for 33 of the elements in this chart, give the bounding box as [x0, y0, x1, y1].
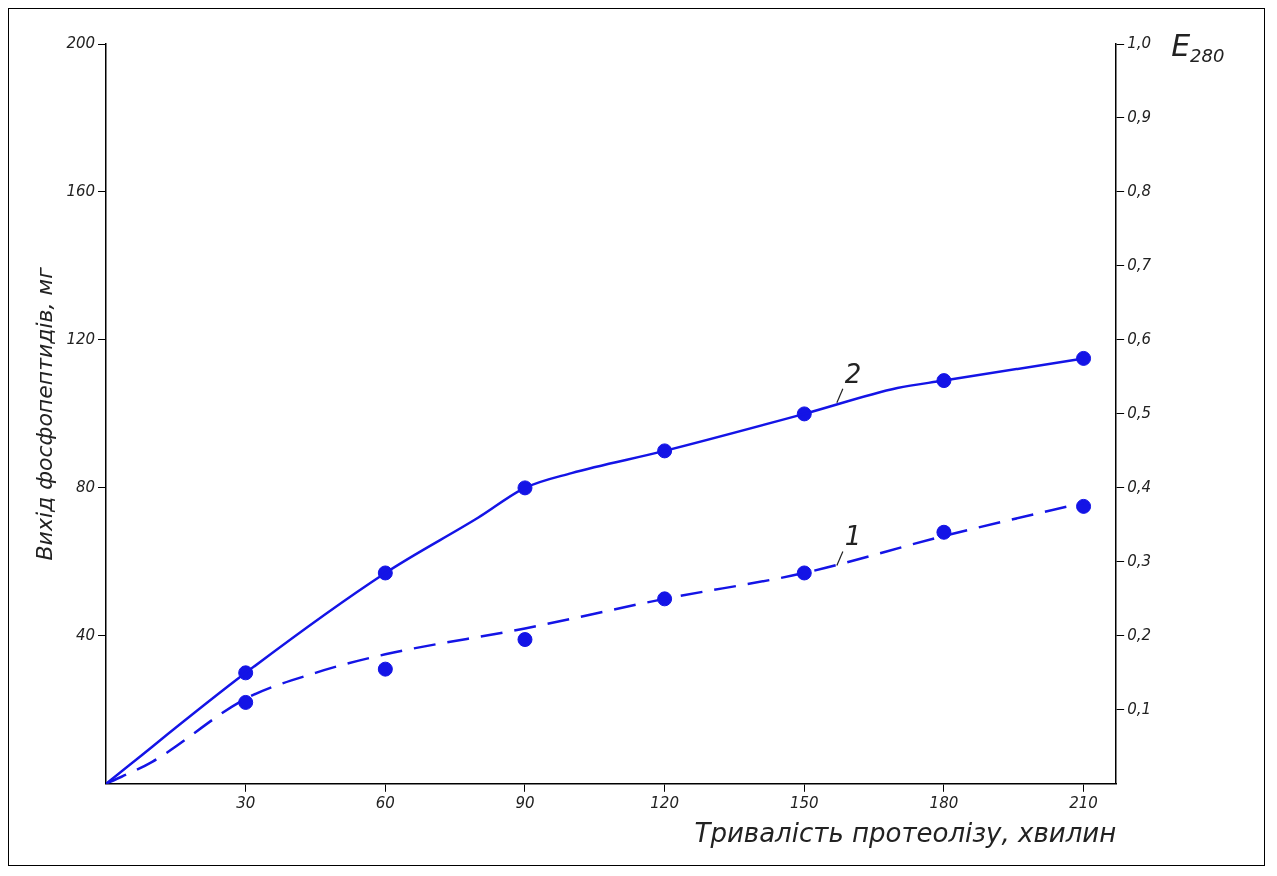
x-axis-title: Тривалість протеолізу, хвилин [694, 818, 1117, 849]
y-tick-label: 200 [66, 33, 96, 52]
y2-tick-label: 0,2 [1127, 625, 1151, 644]
y2-tick-label: 0,1 [1127, 699, 1151, 718]
x-tick-label: 210 [1069, 793, 1098, 812]
y2-tick-label: 0,6 [1127, 329, 1151, 348]
x-tick-label: 90 [515, 793, 535, 812]
x-tick-label: 120 [650, 793, 679, 812]
point [1076, 350, 1092, 366]
x-tick-label: 30 [236, 793, 256, 812]
annotation: 1 [844, 521, 862, 552]
y-tick-label: 40 [75, 625, 96, 644]
point [796, 565, 812, 581]
x-tick-label: 60 [375, 793, 395, 812]
point [1076, 498, 1092, 514]
y2-tick-label: 0,8 [1127, 181, 1151, 200]
point [936, 524, 952, 540]
y2-tick-label: 0,5 [1127, 403, 1151, 422]
y2-tick-label: 0,9 [1127, 107, 1151, 126]
y-axis-title: Вихід фосфопептидів, мг [31, 266, 57, 561]
x-tick-label: 150 [789, 793, 819, 812]
y2-tick-label: 1,0 [1127, 33, 1151, 52]
y2-tick-label: 0,4 [1127, 477, 1151, 496]
y2-tick-label: 0,3 [1127, 551, 1151, 570]
point [517, 632, 533, 648]
y-tick-label: 160 [66, 181, 96, 200]
y-tick-label: 80 [75, 477, 96, 496]
y-tick-label: 120 [66, 329, 96, 348]
point [377, 661, 393, 677]
point [238, 694, 254, 710]
x-tick-label: 180 [929, 793, 959, 812]
annotation: 2 [844, 358, 862, 389]
y2-tick-label: 0,7 [1127, 255, 1152, 274]
